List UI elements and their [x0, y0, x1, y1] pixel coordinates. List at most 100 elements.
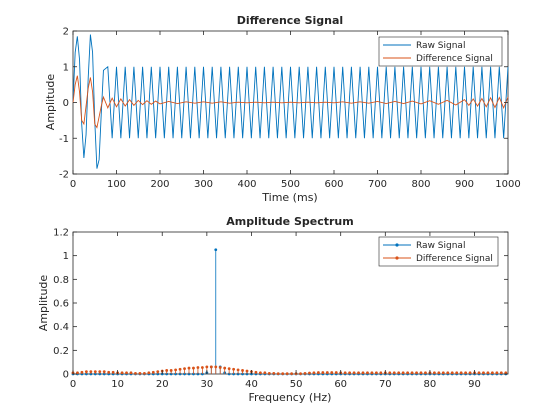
spectrum-plot-xtick-label: 90: [468, 379, 481, 390]
spectrum-plot-xtick-label: 70: [379, 379, 392, 390]
spectrum-plot-stem-marker-difference: [281, 372, 285, 376]
spectrum-plot-stem-marker-difference: [183, 367, 186, 371]
spectrum-plot-stem-marker-difference: [366, 371, 369, 375]
spectrum-plot-stem-marker-difference: [241, 369, 244, 372]
spectrum-plot-stem-marker-difference: [290, 372, 294, 376]
time-plot-ytick-label: 2: [63, 27, 69, 38]
spectrum-plot-stem-marker-difference: [357, 371, 360, 375]
spectrum-plot-stem-marker-difference: [299, 372, 302, 376]
spectrum-plot-stem-marker-difference: [192, 366, 195, 370]
spectrum-plot-xtick-label: 40: [245, 379, 258, 390]
spectrum-plot-stem-marker-difference: [321, 371, 325, 374]
spectrum-plot-ytick-label: 1: [63, 251, 69, 262]
time-plot-ytick-label: -2: [59, 170, 69, 181]
spectrum-plot-stem-marker-difference: [258, 371, 262, 375]
spectrum-plot-stem-marker-difference: [98, 370, 102, 374]
spectrum-plot-stem-marker-raw: [214, 248, 218, 252]
spectrum-plot-stem-marker-difference: [397, 371, 401, 375]
spectrum-plot: 0 10 20 30 40 50 60 70 80 90 0 0.2 0.4 0.6 0.8 1 1.2 Amp…: [37, 215, 509, 404]
spectrum-plot-stem-marker-difference: [125, 371, 128, 375]
spectrum-plot-stem-marker-difference: [388, 371, 392, 375]
spectrum-plot-stem-marker-difference: [343, 371, 347, 375]
spectrum-plot-stem-marker-difference: [330, 371, 334, 374]
spectrum-plot-stem-marker-difference: [156, 370, 160, 374]
spectrum-plot-stem-marker-difference: [464, 371, 468, 375]
spectrum-plot-stem-marker-difference: [151, 370, 155, 374]
spectrum-plot-xtick-label: 20: [156, 379, 169, 390]
spectrum-plot-stem-marker-difference: [196, 366, 200, 369]
spectrum-plot-stem-marker-difference: [401, 371, 405, 375]
spectrum-plot-stem-marker-difference: [134, 372, 137, 375]
spectrum-plot-xtick-label: 10: [111, 379, 124, 390]
spectrum-plot-stem-marker-difference: [111, 370, 115, 374]
spectrum-plot-stem-marker-difference: [455, 371, 459, 375]
spectrum-plot-series: [71, 248, 508, 376]
spectrum-plot-stem-marker-difference: [334, 371, 338, 374]
spectrum-plot-stem-marker-difference: [352, 371, 356, 375]
spectrum-plot-ytick-label: 0.4: [53, 322, 69, 333]
spectrum-plot-stem-marker-difference: [285, 372, 289, 376]
spectrum-plot-stem-marker-difference: [93, 370, 97, 374]
spectrum-plot-stem-marker-difference: [370, 371, 374, 375]
spectrum-plot-ytick-label: 0.8: [53, 275, 69, 286]
spectrum-plot-stem-marker-difference: [490, 371, 494, 375]
spectrum-plot-stem-marker-difference: [392, 371, 396, 375]
spectrum-plot-stem-marker-difference: [214, 365, 218, 369]
spectrum-plot-stem-marker-difference: [76, 371, 79, 375]
time-plot-xtick-label: 600: [324, 179, 343, 190]
spectrum-plot-stem-marker-difference: [441, 371, 445, 375]
spectrum-plot-legend-diff-label: Difference Signal: [416, 254, 493, 264]
time-plot-xtick-label: 900: [455, 179, 474, 190]
spectrum-plot-stem-marker-difference: [205, 365, 209, 369]
time-plot-legend-box: [378, 36, 503, 67]
spectrum-plot-ytick-label: 0: [63, 370, 69, 381]
spectrum-plot-stem-marker-difference: [495, 371, 499, 375]
spectrum-plot-stem-marker-difference: [227, 367, 231, 371]
spectrum-plot-ytick-label: 0.2: [53, 346, 69, 357]
time-plot-title: Difference Signal: [237, 14, 343, 27]
time-plot-xtick-label: 0: [70, 179, 76, 190]
spectrum-plot-stem-marker-difference: [129, 371, 133, 375]
time-plot-ylabel: Amplitude: [44, 74, 57, 131]
spectrum-plot-stem-marker-difference: [468, 371, 472, 375]
spectrum-plot-stem-marker-difference: [223, 366, 227, 370]
spectrum-plot-stem-marker-difference: [178, 367, 182, 371]
spectrum-plot-stem-marker-difference: [406, 371, 410, 375]
spectrum-plot-ticks: 0 10 20 30 40 50 60 70 80 90 0 0.2 0.4 0.6 0.8 1 1.2: [53, 228, 508, 390]
spectrum-plot-legend: Raw Signal Difference Signal: [378, 236, 499, 267]
spectrum-plot-stem-marker-difference: [348, 371, 352, 375]
time-plot-xtick-label: 100: [107, 179, 126, 190]
time-plot-legend: Raw Signal Difference Signal: [378, 36, 503, 67]
spectrum-plot-stem-marker-difference: [316, 371, 320, 374]
spectrum-plot-stem-marker-difference: [415, 371, 418, 375]
time-plot-xtick-label: 200: [150, 179, 169, 190]
spectrum-plot-stem-marker-difference: [165, 369, 169, 372]
time-plot-xtick-label: 1000: [495, 179, 520, 190]
time-plot-xtick-label: 400: [237, 179, 256, 190]
spectrum-plot-legend-diff-marker: [395, 256, 399, 260]
spectrum-plot-stem-marker-difference: [308, 371, 311, 375]
spectrum-plot-stem-marker-difference: [410, 371, 414, 375]
spectrum-plot-stem-marker-difference: [477, 371, 481, 375]
spectrum-plot-xlabel: Frequency (Hz): [249, 391, 332, 404]
spectrum-plot-stem-marker-difference: [142, 372, 146, 375]
spectrum-plot-stem-marker-difference: [499, 371, 503, 375]
time-plot-xtick-label: 800: [411, 179, 430, 190]
spectrum-plot-legend-raw-label: Raw Signal: [416, 241, 465, 251]
spectrum-plot-stem-marker-difference: [446, 371, 450, 375]
spectrum-plot-stem-marker-difference: [218, 366, 222, 369]
time-plot: 0 100 200 300 400 500 600 700 800 900 1000-2-1012 …: [44, 14, 521, 204]
time-plot-ytick-label: 0: [63, 98, 69, 109]
spectrum-plot-xtick-label: 80: [424, 379, 437, 390]
spectrum-plot-xtick-label: 60: [334, 379, 347, 390]
spectrum-plot-stem-marker-difference: [303, 372, 307, 375]
spectrum-plot-xtick-label: 50: [290, 379, 303, 390]
spectrum-plot-stem-marker-difference: [272, 372, 276, 375]
spectrum-plot-stem-marker-difference: [432, 371, 436, 375]
spectrum-plot-stem-marker-difference: [187, 366, 191, 370]
spectrum-plot-xtick-label: 0: [70, 379, 76, 390]
time-plot-ytick-label: 1: [63, 62, 69, 73]
spectrum-plot-stem-marker-difference: [325, 371, 329, 374]
spectrum-plot-stem-marker-difference: [361, 371, 365, 375]
spectrum-plot-stem-marker-difference: [486, 371, 490, 375]
